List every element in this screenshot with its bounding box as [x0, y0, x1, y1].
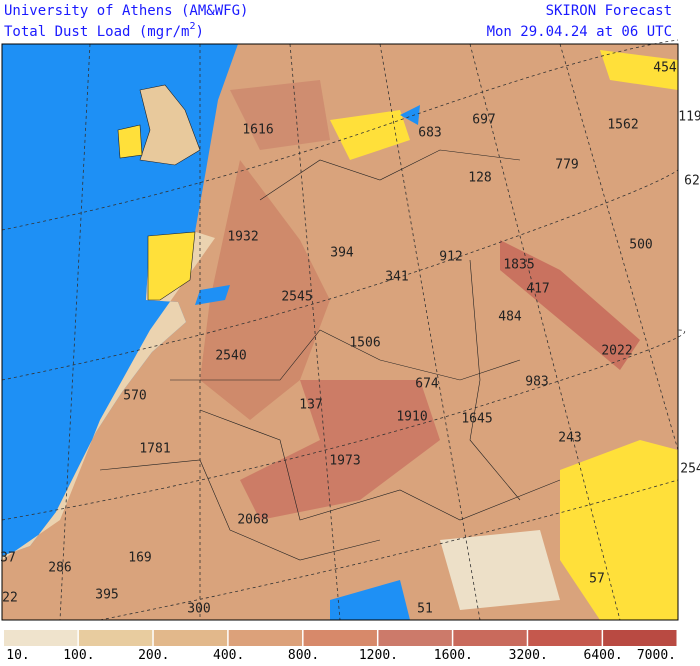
uk [139, 84, 201, 166]
colorbar-label: 10. [6, 648, 29, 662]
dust-load-label: 254 [680, 462, 700, 477]
colorbar-segment [4, 630, 78, 646]
dust-load-label: 341 [385, 270, 408, 285]
sea [400, 105, 420, 125]
yellow-patch [330, 110, 410, 160]
dust-load-label: 22 [2, 591, 18, 606]
dust-load-label: 1910 [396, 410, 427, 425]
coastal-low-dust [2, 232, 215, 560]
dust-load-label: 57 [589, 572, 605, 587]
dust-load-label: 128 [468, 171, 491, 186]
dust-load-label: 300 [187, 602, 210, 617]
header-source: SKIRON Forecast [546, 3, 672, 19]
dust-load-label: 137 [299, 398, 322, 413]
colorbar-label: 200. [138, 648, 169, 662]
dust-load-label: 1616 [242, 123, 273, 138]
subtitle-sup: 2 [189, 21, 195, 32]
dust-plume [240, 380, 440, 520]
dust-load-label: 2540 [215, 349, 246, 364]
dust-load-label: 484 [498, 310, 522, 325]
colorbar-label: 800. [288, 648, 319, 662]
colorbar-label: 400. [213, 648, 244, 662]
ireland [117, 124, 143, 159]
header-subtitle: Total Dust Load (mgr/m2) [4, 21, 204, 40]
dust-load-label: 1835 [503, 258, 534, 273]
dust-plume [500, 240, 640, 370]
dust-load-label: 1973 [329, 454, 360, 469]
dust-load-label: 1781 [139, 442, 170, 457]
colorbar-segment [528, 630, 602, 646]
gulf-of-guinea [330, 580, 410, 620]
dust-load-label: 2545 [281, 290, 312, 305]
dust-load-label: 119 [678, 110, 700, 125]
dust-load-label: 683 [418, 126, 441, 141]
colorbar-label: 3200. [509, 648, 548, 662]
dust-load-label: 697 [472, 113, 495, 128]
dust-load-label: 1506 [349, 336, 380, 351]
dust-load-label: 286 [48, 561, 71, 576]
dust-load-label: 500 [629, 238, 652, 253]
colorbar-segment [453, 630, 527, 646]
dust-plume [200, 160, 330, 420]
colorbar-label: 6400. [584, 648, 623, 662]
dust-load-label: 454 [653, 61, 677, 76]
colorbar-segment [153, 630, 228, 646]
colorbar-label: 7000. [637, 648, 676, 662]
alboran-sea [195, 285, 230, 305]
colorbar-segment [228, 630, 303, 646]
colorbar-label: 100. [63, 648, 94, 662]
dust-load-label: 674 [415, 377, 439, 392]
dust-load-label: 243 [558, 431, 581, 446]
dust-load-label: 394 [330, 246, 354, 261]
subtitle-text: Total Dust Load (mgr/m [4, 24, 189, 40]
subtitle-end: ) [195, 24, 203, 40]
dust-load-label: 1562 [607, 118, 638, 133]
iberia-west [147, 231, 196, 301]
colorbar-segment [78, 630, 153, 646]
dust-load-label: 912 [439, 250, 462, 265]
colorbar-label: 1200. [359, 648, 398, 662]
borders [99, 149, 561, 561]
low-dust [440, 530, 560, 610]
dust-load-label: 983 [525, 375, 548, 390]
dust-load-label: 395 [95, 588, 118, 603]
yellow-patch [560, 440, 678, 620]
dust-load-label: 1932 [227, 230, 258, 245]
colorbar-label: 1600. [434, 648, 473, 662]
colorbar-segment [303, 630, 377, 646]
dust-plume [230, 80, 330, 150]
map-frame [1, 43, 679, 621]
colorbar-segment [603, 630, 677, 646]
dust-load-label: 37 [0, 551, 16, 566]
ocean [2, 44, 238, 556]
dust-load-label: 2022 [601, 344, 632, 359]
dust-load-label: 779 [555, 158, 578, 173]
graticule [1, 39, 685, 621]
dust-load-label: 169 [128, 551, 151, 566]
dust-load-label: 417 [526, 282, 549, 297]
header-title: University of Athens (AM&WFG) [4, 3, 248, 19]
map [1, 39, 685, 621]
dust-load-label: 2068 [237, 513, 268, 528]
colorbar-segment [378, 630, 452, 646]
dust-load-label: 51 [417, 602, 433, 617]
dust-load-label: 1645 [461, 412, 492, 427]
dust-load-label: 570 [123, 389, 146, 404]
dust-load-label: 62 [684, 174, 700, 189]
header-date: Mon 29.04.24 at 06 UTC [487, 24, 672, 40]
yellow-patch [600, 50, 678, 90]
